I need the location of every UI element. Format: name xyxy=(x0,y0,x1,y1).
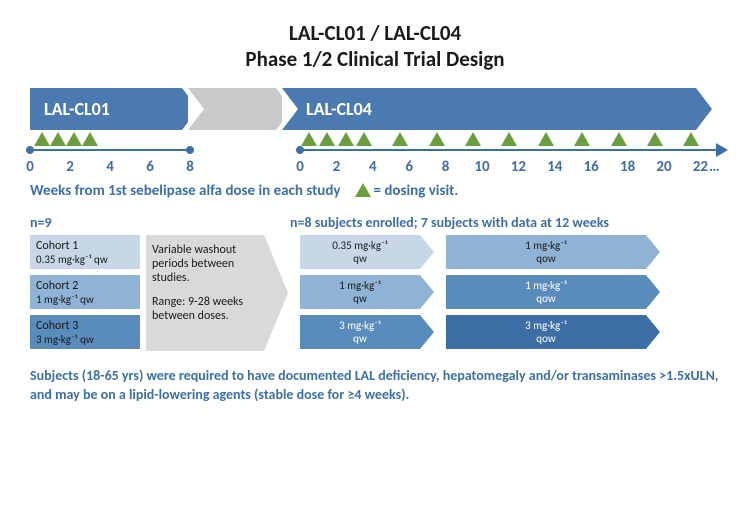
dosing-visit-marker xyxy=(647,132,663,146)
week-tick: 2 xyxy=(333,158,341,176)
chart-title: LAL-CL01 / LAL-CL04 Phase 1/2 Clinical T… xyxy=(30,20,720,72)
washout-text-1: Variable washout periods between studies… xyxy=(152,243,258,285)
arrow-tip-icon xyxy=(646,275,660,309)
dose-arrow: 3 mg·kg⁻¹qow xyxy=(446,315,646,349)
dosing-visit-legend: = dosing visit. xyxy=(374,182,459,200)
dose-value: 1 mg·kg⁻¹ xyxy=(525,279,567,292)
cohort-dose: 1 mg·kg⁻¹ qw xyxy=(36,293,140,306)
dosing-visit-marker xyxy=(50,132,66,146)
week-tick: 16 xyxy=(584,158,599,176)
title-line-2: Phase 1/2 Clinical Trial Design xyxy=(30,46,720,72)
dose-arrows-col1: 0.35 mg·kg⁻¹qw1 mg·kg⁻¹qw3 mg·kg⁻¹qw xyxy=(300,235,420,351)
week-tick: 14 xyxy=(547,158,562,176)
dosing-visit-marker xyxy=(683,132,699,146)
cohort-box-1: Cohort 10.35 mg·kg⁻¹ qw xyxy=(30,235,140,269)
week-tick: 2 xyxy=(66,158,74,176)
dose-value: 1 mg·kg⁻¹ xyxy=(525,239,567,252)
dose-freq: qow xyxy=(536,252,555,265)
weeks-label-row: Weeks from 1st sebelipase alfa dose in e… xyxy=(30,180,720,200)
cohort-box-3: Cohort 33 mg·kg⁻¹ qw xyxy=(30,315,140,349)
dosing-visit-row xyxy=(30,130,720,156)
week-tick: 4 xyxy=(106,158,114,176)
dose-arrow: 1 mg·kg⁻¹qow xyxy=(446,235,646,269)
dose-freq: qw xyxy=(353,332,367,345)
week-tick: 8 xyxy=(186,158,194,176)
dosing-visit-marker xyxy=(392,132,408,146)
weeks-from-dose-label: Weeks from 1st sebelipase alfa dose in e… xyxy=(30,182,341,200)
week-tick: 12 xyxy=(511,158,526,176)
dose-freq: qw xyxy=(353,252,367,265)
dosing-visit-marker xyxy=(301,132,317,146)
n-right: n=8 subjects enrolled; 7 subjects with d… xyxy=(290,214,609,231)
week-ticks-row: 024680246810121416182022… xyxy=(30,156,720,180)
dosing-visit-marker xyxy=(34,132,50,146)
dosing-visit-marker xyxy=(338,132,354,146)
cohort-name: Cohort 2 xyxy=(36,279,140,293)
washout-arrow-tip xyxy=(264,235,288,351)
dosing-visit-marker xyxy=(465,132,481,146)
cohort-stack: Cohort 10.35 mg·kg⁻¹ qw Cohort 21 mg·kg⁻¹… xyxy=(30,235,140,351)
axis-line-lal-cl04 xyxy=(300,149,716,151)
dose-value: 3 mg·kg⁻¹ xyxy=(339,319,381,332)
washout-box: Variable washout periods between studies… xyxy=(146,235,264,351)
cohort-box-2: Cohort 21 mg·kg⁻¹ qw xyxy=(30,275,140,309)
week-tick: 0 xyxy=(26,158,34,176)
cohort-name: Cohort 1 xyxy=(36,239,140,253)
week-tick: 6 xyxy=(405,158,413,176)
dose-arrow: 3 mg·kg⁻¹qw xyxy=(300,315,420,349)
dosing-visit-marker xyxy=(319,132,335,146)
dose-freq: qw xyxy=(353,292,367,305)
dose-freq: qow xyxy=(536,332,555,345)
gap-chevron xyxy=(188,88,276,130)
dosing-visit-marker xyxy=(611,132,627,146)
axis-line-lal-cl01 xyxy=(30,149,190,151)
n-labels-row: n=9 n=8 subjects enrolled; 7 subjects wi… xyxy=(30,214,720,231)
study-chevron-row: LAL-CL01 LAL-CL04 xyxy=(30,88,720,130)
week-tick: 4 xyxy=(369,158,377,176)
n-left: n=9 xyxy=(30,214,80,231)
dosing-visit-marker xyxy=(501,132,517,146)
dose-value: 3 mg·kg⁻¹ xyxy=(525,319,567,332)
week-tick: 10 xyxy=(474,158,489,176)
week-tick: 18 xyxy=(620,158,635,176)
study-chevron-lal-cl01: LAL-CL01 xyxy=(30,88,182,130)
week-tick: 0 xyxy=(296,158,304,176)
study-chevron-lal-cl04: LAL-CL04 xyxy=(282,88,696,130)
axis-start-dot xyxy=(296,146,304,154)
dose-freq: qow xyxy=(536,292,555,305)
arrow-tip-icon xyxy=(420,235,434,269)
title-line-1: LAL-CL01 / LAL-CL04 xyxy=(30,20,720,46)
dosing-visit-marker xyxy=(429,132,445,146)
arrow-tip-icon xyxy=(646,315,660,349)
eligibility-footer: Subjects (18-65 yrs) were required to ha… xyxy=(30,367,720,405)
arrow-tip-icon xyxy=(420,315,434,349)
cohort-dose: 3 mg·kg⁻¹ qw xyxy=(36,333,140,346)
cohort-dose: 0.35 mg·kg⁻¹ qw xyxy=(36,253,140,266)
arrow-tip-icon xyxy=(420,275,434,309)
dosing-visit-marker xyxy=(66,132,82,146)
week-tick-trailing: … xyxy=(709,158,720,176)
arrow-tip-icon xyxy=(646,235,660,269)
dose-arrow: 1 mg·kg⁻¹qw xyxy=(300,275,420,309)
cohorts-section: Cohort 10.35 mg·kg⁻¹ qwCohort 21 mg·kg⁻¹… xyxy=(30,235,720,351)
week-tick: 20 xyxy=(656,158,671,176)
dose-arrow: 1 mg·kg⁻¹qow xyxy=(446,275,646,309)
axis-start-dot xyxy=(26,146,34,154)
dose-arrow: 0.35 mg·kg⁻¹qw xyxy=(300,235,420,269)
dosing-visit-marker xyxy=(356,132,372,146)
triangle-icon xyxy=(355,183,371,197)
dosing-visit-marker xyxy=(82,132,98,146)
week-tick: 6 xyxy=(146,158,154,176)
axis-arrowhead xyxy=(716,143,728,157)
dose-arrows-col2: 1 mg·kg⁻¹qow1 mg·kg⁻¹qow3 mg·kg⁻¹qow xyxy=(446,235,646,351)
axis-end-dot xyxy=(186,146,194,154)
dose-value: 1 mg·kg⁻¹ xyxy=(339,279,381,292)
dose-value: 0.35 mg·kg⁻¹ xyxy=(332,239,388,252)
dosing-visit-marker xyxy=(574,132,590,146)
week-tick: 22 xyxy=(693,158,708,176)
dosing-visit-marker xyxy=(538,132,554,146)
washout-text-2: Range: 9-28 weeks between doses. xyxy=(152,295,258,323)
cohort-name: Cohort 3 xyxy=(36,319,140,333)
week-tick: 8 xyxy=(442,158,450,176)
